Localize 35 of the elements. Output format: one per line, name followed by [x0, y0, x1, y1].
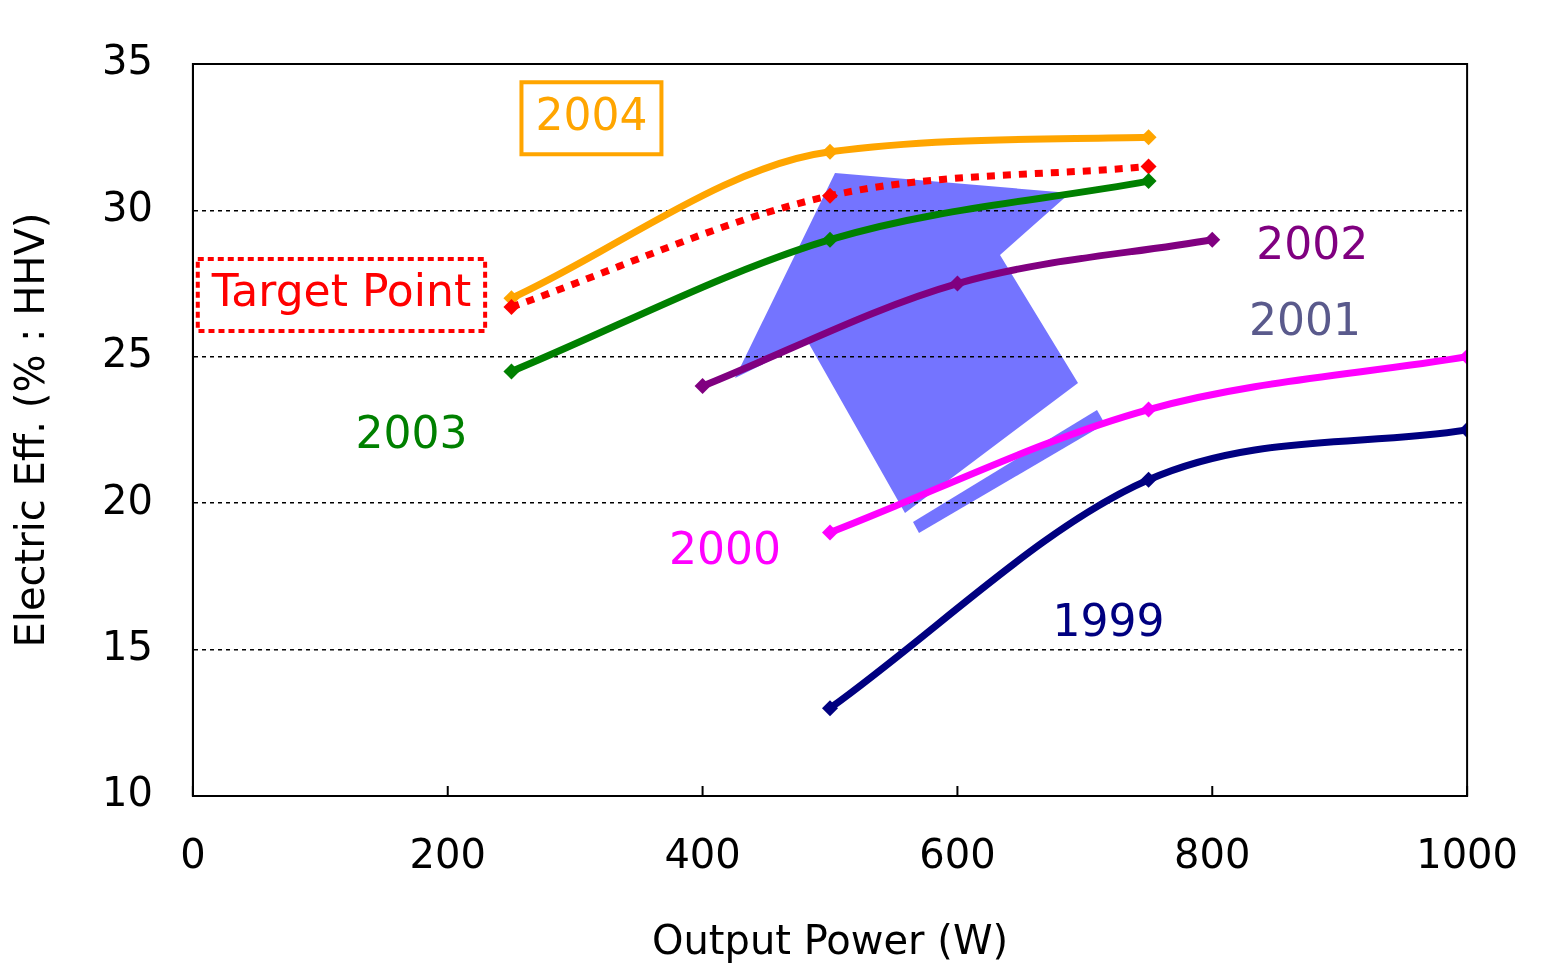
x-tick-label: 1000	[1416, 831, 1518, 878]
series-label: 2004	[535, 88, 648, 140]
point	[949, 275, 966, 292]
point	[822, 143, 838, 160]
x-tick-label: 200	[409, 831, 486, 878]
point	[503, 299, 520, 316]
x-axis-title: Output Power (W)	[651, 917, 1009, 964]
x-tick-label: 600	[919, 831, 996, 878]
y-tick-label: 35	[101, 37, 153, 84]
annotation: 2001	[1249, 294, 1362, 346]
series-label: 2002	[1256, 218, 1369, 270]
point	[1204, 231, 1221, 248]
point	[822, 187, 838, 204]
point	[822, 231, 838, 248]
y-tick-label: 25	[101, 330, 153, 377]
x-tick-label: 0	[180, 831, 206, 878]
point	[1140, 401, 1157, 418]
series-label: 2000	[669, 522, 781, 574]
y-tick-label: 15	[101, 622, 153, 669]
x-tick-label: 800	[1174, 831, 1251, 878]
series-label: 2003	[355, 406, 468, 458]
y-tick-label: 20	[101, 476, 153, 523]
point	[1140, 471, 1157, 488]
point	[822, 524, 838, 541]
y-tick-label: 10	[101, 769, 153, 816]
point	[694, 378, 711, 395]
y-axis-title: Electric Eff. (% : HHV)	[7, 212, 54, 648]
point	[822, 700, 838, 717]
y-tick-label: 30	[101, 183, 153, 230]
point	[503, 363, 520, 380]
x-tick-label: 400	[664, 831, 741, 878]
series-label: 1999	[1052, 595, 1165, 647]
point	[1140, 158, 1157, 175]
series-label: Target Point	[210, 265, 472, 317]
point	[1140, 173, 1157, 190]
